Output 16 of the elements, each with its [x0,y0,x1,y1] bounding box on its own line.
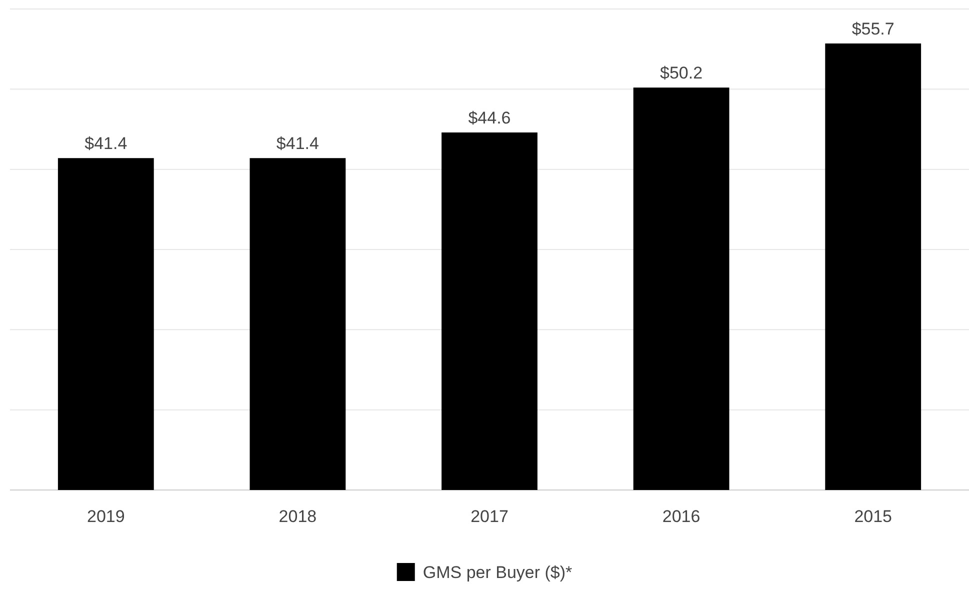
x-tick-label: 2017 [470,507,508,526]
x-tick-label: 2015 [854,507,892,526]
data-label: $50.2 [660,64,703,83]
legend-label: GMS per Buyer ($)* [422,562,573,582]
x-tick-label: 2018 [278,507,317,526]
bar [442,132,538,490]
bar [58,158,154,490]
data-label: $55.7 [852,19,894,38]
data-label: $44.6 [468,108,511,128]
data-label: $41.4 [84,134,128,154]
bar [250,158,346,490]
x-tick-label: 2016 [662,507,700,526]
data-label: $41.4 [276,134,319,154]
x-tick-label: 2019 [86,507,125,526]
bar [825,43,922,490]
bar [633,88,730,490]
